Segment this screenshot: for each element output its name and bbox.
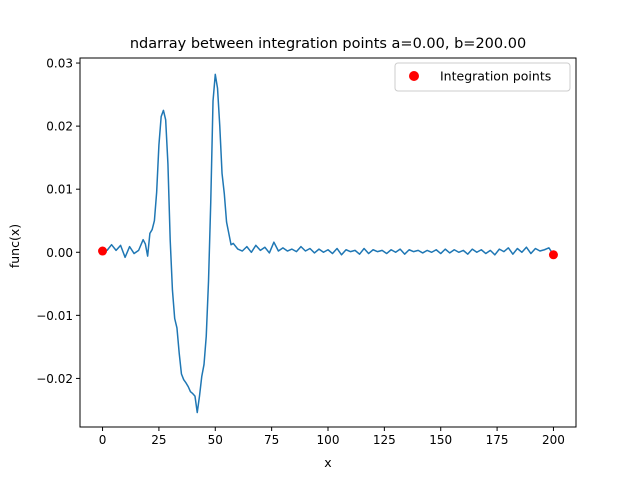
legend-box — [394, 62, 571, 92]
legend: Integration points — [394, 62, 571, 92]
y-tick-label: 0.03 — [46, 57, 73, 71]
y-tick-label: −0.02 — [36, 372, 73, 386]
y-tick-label: −0.01 — [36, 309, 73, 323]
y-axis-label: func(x) — [7, 224, 22, 268]
x-tick-label: 75 — [264, 433, 279, 447]
y-tick-label: 0.02 — [46, 120, 73, 134]
x-tick-label: 125 — [373, 433, 396, 447]
legend-marker-integration-points — [409, 71, 419, 81]
x-tick-label: 100 — [317, 433, 340, 447]
x-tick-label: 175 — [486, 433, 509, 447]
integration-point — [548, 250, 558, 260]
x-tick-label: 150 — [429, 433, 452, 447]
integration-point — [98, 246, 108, 256]
x-tick-label: 50 — [208, 433, 223, 447]
y-tick-label: 0.00 — [46, 246, 73, 260]
chart-title: ndarray between integration points a=0.0… — [130, 36, 526, 52]
y-tick-label: 0.01 — [46, 183, 73, 197]
legend-label-integration-points: Integration points — [440, 69, 551, 84]
x-tick-label: 25 — [151, 433, 166, 447]
x-axis-label: x — [324, 455, 331, 470]
series-line — [102, 73, 555, 414]
plot-area — [98, 73, 558, 414]
x-tick-label: 0 — [99, 433, 107, 447]
x-tick-label: 200 — [542, 433, 565, 447]
axes: 0 25 50 75 100 125 150 175 200 −0.02 −0.01 0.00 0.01… — [36, 57, 577, 447]
